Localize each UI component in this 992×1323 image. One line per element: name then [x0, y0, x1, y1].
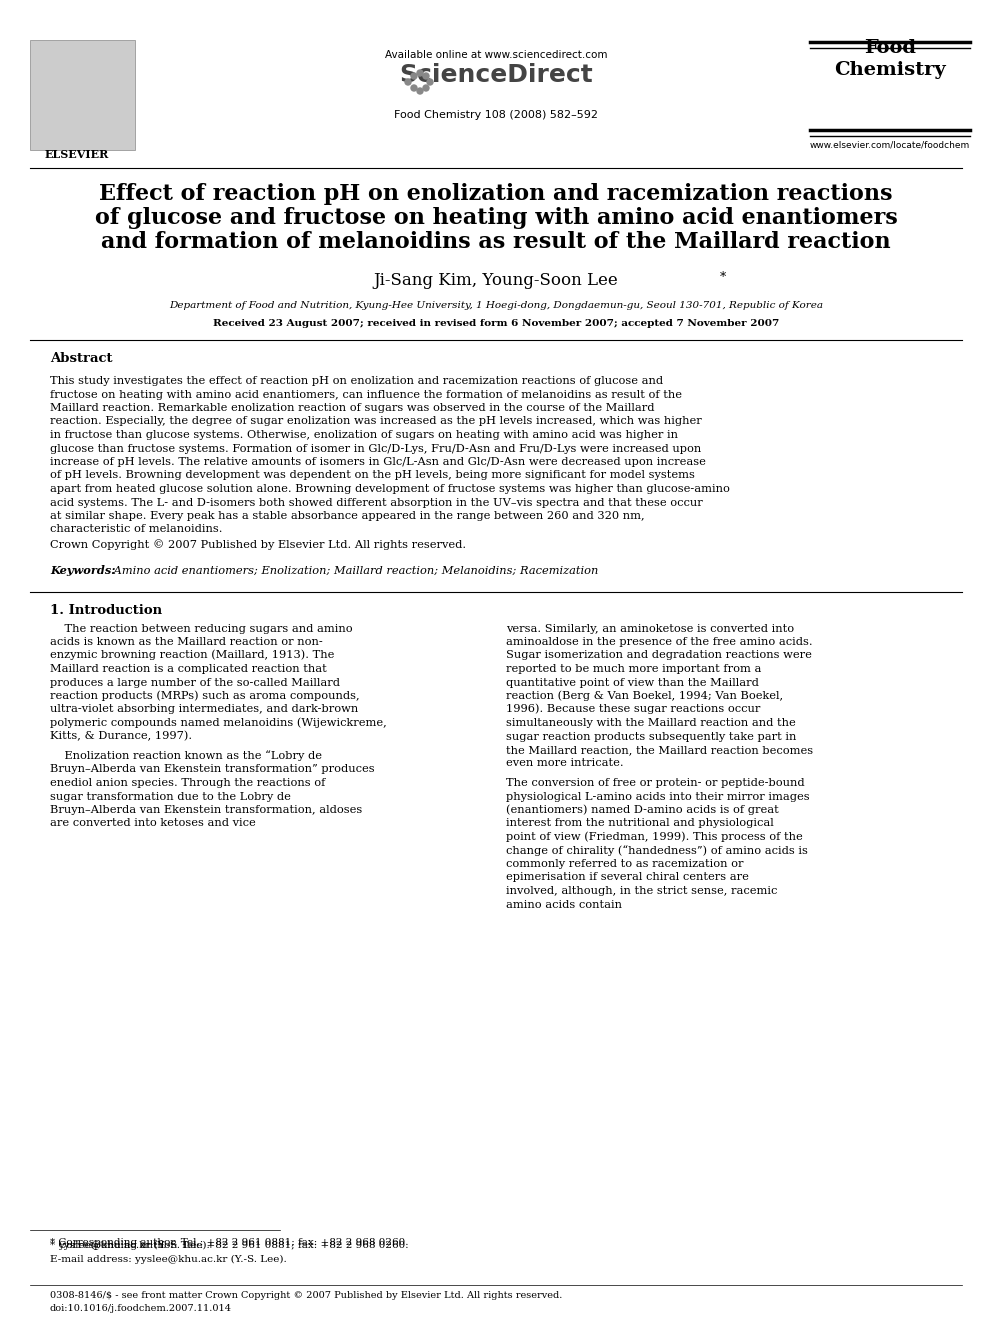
Text: Effect of reaction pH on enolization and racemization reactions: Effect of reaction pH on enolization and… [99, 183, 893, 205]
Text: reaction products (MRPs) such as aroma compounds,: reaction products (MRPs) such as aroma c… [50, 691, 360, 701]
Text: Food Chemistry 108 (2008) 582–592: Food Chemistry 108 (2008) 582–592 [394, 110, 598, 120]
Text: Kitts, & Durance, 1997).: Kitts, & Durance, 1997). [50, 732, 192, 741]
Text: Received 23 August 2007; received in revised form 6 November 2007; accepted 7 No: Received 23 August 2007; received in rev… [213, 319, 779, 328]
Text: and formation of melanoidins as result of the Maillard reaction: and formation of melanoidins as result o… [101, 232, 891, 253]
Text: involved, although, in the strict sense, racemic: involved, although, in the strict sense,… [506, 886, 778, 896]
Text: glucose than fructose systems. Formation of isomer in Glc/D-Lys, Fru/D-Asn and F: glucose than fructose systems. Formation… [50, 443, 701, 454]
Text: Department of Food and Nutrition, Kyung-Hee University, 1 Hoegi-dong, Dongdaemun: Department of Food and Nutrition, Kyung-… [169, 302, 823, 310]
Text: in fructose than glucose systems. Otherwise, enolization of sugars on heating wi: in fructose than glucose systems. Otherw… [50, 430, 678, 441]
Text: ScienceDirect: ScienceDirect [399, 64, 593, 87]
Text: The conversion of free or protein- or peptide-bound: The conversion of free or protein- or pe… [506, 778, 805, 789]
Text: aminoaldose in the presence of the free amino acids.: aminoaldose in the presence of the free … [506, 636, 812, 647]
Text: sugar reaction products subsequently take part in: sugar reaction products subsequently tak… [506, 732, 797, 741]
Text: fructose on heating with amino acid enantiomers, can influence the formation of : fructose on heating with amino acid enan… [50, 389, 682, 400]
Circle shape [417, 89, 423, 94]
Text: E-mail address: yyslee@khu.ac.kr (Y.-S. Lee).: E-mail address: yyslee@khu.ac.kr (Y.-S. … [50, 1256, 287, 1263]
Text: of pH levels. Browning development was dependent on the pH levels, being more si: of pH levels. Browning development was d… [50, 471, 694, 480]
Text: Amino acid enantiomers; Enolization; Maillard reaction; Melanoidins; Racemizatio: Amino acid enantiomers; Enolization; Mai… [110, 565, 598, 576]
Circle shape [423, 73, 429, 79]
Text: reaction. Especially, the degree of sugar enolization was increased as the pH le: reaction. Especially, the degree of suga… [50, 417, 701, 426]
Text: yyslee@khu.ac.kr (Y.-S. Lee).: yyslee@khu.ac.kr (Y.-S. Lee). [58, 1241, 209, 1250]
Text: at similar shape. Every peak has a stable absorbance appeared in the range betwe: at similar shape. Every peak has a stabl… [50, 511, 645, 521]
Text: 1. Introduction: 1. Introduction [50, 603, 162, 617]
Circle shape [411, 85, 417, 91]
Text: acid systems. The L- and D-isomers both showed different absorption in the UV–vi: acid systems. The L- and D-isomers both … [50, 497, 702, 508]
Text: Sugar isomerization and degradation reactions were: Sugar isomerization and degradation reac… [506, 651, 811, 660]
Text: *: * [720, 271, 726, 284]
Text: epimerisation if several chiral centers are: epimerisation if several chiral centers … [506, 872, 749, 882]
Text: The reaction between reducing sugars and amino: The reaction between reducing sugars and… [50, 623, 352, 634]
Circle shape [423, 85, 429, 91]
Text: Abstract: Abstract [50, 352, 112, 365]
Text: amino acids contain: amino acids contain [506, 900, 622, 909]
Text: acids is known as the Maillard reaction or non-: acids is known as the Maillard reaction … [50, 636, 322, 647]
Text: enzymic browning reaction (Maillard, 1913). The: enzymic browning reaction (Maillard, 191… [50, 650, 334, 660]
Text: 1996). Because these sugar reactions occur: 1996). Because these sugar reactions occ… [506, 704, 761, 714]
Text: (enantiomers) named D-amino acids is of great: (enantiomers) named D-amino acids is of … [506, 804, 779, 815]
Text: Keywords:: Keywords: [50, 565, 115, 576]
Text: the Maillard reaction, the Maillard reaction becomes: the Maillard reaction, the Maillard reac… [506, 745, 813, 755]
Text: interest from the nutritional and physiological: interest from the nutritional and physio… [506, 819, 774, 828]
Text: enediol anion species. Through the reactions of: enediol anion species. Through the react… [50, 778, 325, 789]
Text: of glucose and fructose on heating with amino acid enantiomers: of glucose and fructose on heating with … [94, 206, 898, 229]
Bar [30, 40, 135, 149]
Text: reported to be much more important from a: reported to be much more important from … [506, 664, 762, 673]
Text: * Corresponding author. Tel.: +82 2 961 0881; fax: +82 2 968 0260.: * Corresponding author. Tel.: +82 2 961 … [50, 1241, 409, 1250]
Text: Crown Copyright © 2007 Published by Elsevier Ltd. All rights reserved.: Crown Copyright © 2007 Published by Else… [50, 540, 466, 550]
Text: commonly referred to as racemization or: commonly referred to as racemization or [506, 859, 743, 869]
Text: physiological L-amino acids into their mirror images: physiological L-amino acids into their m… [506, 791, 809, 802]
Text: quantitative point of view than the Maillard: quantitative point of view than the Mail… [506, 677, 759, 688]
Text: change of chirality (“handedness”) of amino acids is: change of chirality (“handedness”) of am… [506, 844, 807, 856]
Text: reaction (Berg & Van Boekel, 1994; Van Boekel,: reaction (Berg & Van Boekel, 1994; Van B… [506, 691, 783, 701]
Text: Bruyn–Alberda van Ekenstein transformation” produces: Bruyn–Alberda van Ekenstein transformati… [50, 765, 375, 774]
Text: Food
Chemistry: Food Chemistry [834, 38, 946, 79]
Text: versa. Similarly, an aminoketose is converted into: versa. Similarly, an aminoketose is conv… [506, 623, 795, 634]
Text: ELSEVIER: ELSEVIER [45, 149, 109, 160]
Text: are converted into ketoses and vice: are converted into ketoses and vice [50, 819, 256, 828]
Circle shape [417, 70, 423, 75]
Text: polymeric compounds named melanoidins (Wijewickreme,: polymeric compounds named melanoidins (W… [50, 717, 387, 728]
Text: Bruyn–Alberda van Ekenstein transformation, aldoses: Bruyn–Alberda van Ekenstein transformati… [50, 804, 362, 815]
Text: ultra-violet absorbing intermediates, and dark-brown: ultra-violet absorbing intermediates, an… [50, 705, 358, 714]
Text: even more intricate.: even more intricate. [506, 758, 624, 769]
Circle shape [411, 73, 417, 79]
Text: * Corresponding author. Tel.: +82 2 961 0881; fax: +82 2 968 0260.: * Corresponding author. Tel.: +82 2 961 … [50, 1238, 409, 1248]
Text: doi:10.1016/j.foodchem.2007.11.014: doi:10.1016/j.foodchem.2007.11.014 [50, 1304, 232, 1312]
Text: characteristic of melanoidins.: characteristic of melanoidins. [50, 524, 222, 534]
Text: apart from heated glucose solution alone. Browning development of fructose syste: apart from heated glucose solution alone… [50, 484, 730, 493]
Text: Enolization reaction known as the “Lobry de: Enolization reaction known as the “Lobry… [50, 750, 322, 761]
Text: Ji-Sang Kim, Young-Soon Lee: Ji-Sang Kim, Young-Soon Lee [374, 273, 618, 288]
Text: This study investigates the effect of reaction pH on enolization and racemizatio: This study investigates the effect of re… [50, 376, 663, 386]
Circle shape [405, 79, 411, 85]
Text: Maillard reaction. Remarkable enolization reaction of sugars was observed in the: Maillard reaction. Remarkable enolizatio… [50, 404, 655, 413]
Text: produces a large number of the so-called Maillard: produces a large number of the so-called… [50, 677, 340, 688]
Text: Maillard reaction is a complicated reaction that: Maillard reaction is a complicated react… [50, 664, 326, 673]
Text: www.elsevier.com/locate/foodchem: www.elsevier.com/locate/foodchem [809, 142, 970, 149]
Text: simultaneously with the Maillard reaction and the: simultaneously with the Maillard reactio… [506, 718, 796, 728]
Circle shape [427, 79, 433, 85]
Text: sugar transformation due to the Lobry de: sugar transformation due to the Lobry de [50, 791, 291, 802]
Text: 0308-8146/$ - see front matter Crown Copyright © 2007 Published by Elsevier Ltd.: 0308-8146/$ - see front matter Crown Cop… [50, 1291, 562, 1301]
Text: Available online at www.sciencedirect.com: Available online at www.sciencedirect.co… [385, 50, 607, 60]
Text: increase of pH levels. The relative amounts of isomers in Glc/L-Asn and Glc/D-As: increase of pH levels. The relative amou… [50, 456, 706, 467]
Text: point of view (Friedman, 1999). This process of the: point of view (Friedman, 1999). This pro… [506, 831, 803, 841]
